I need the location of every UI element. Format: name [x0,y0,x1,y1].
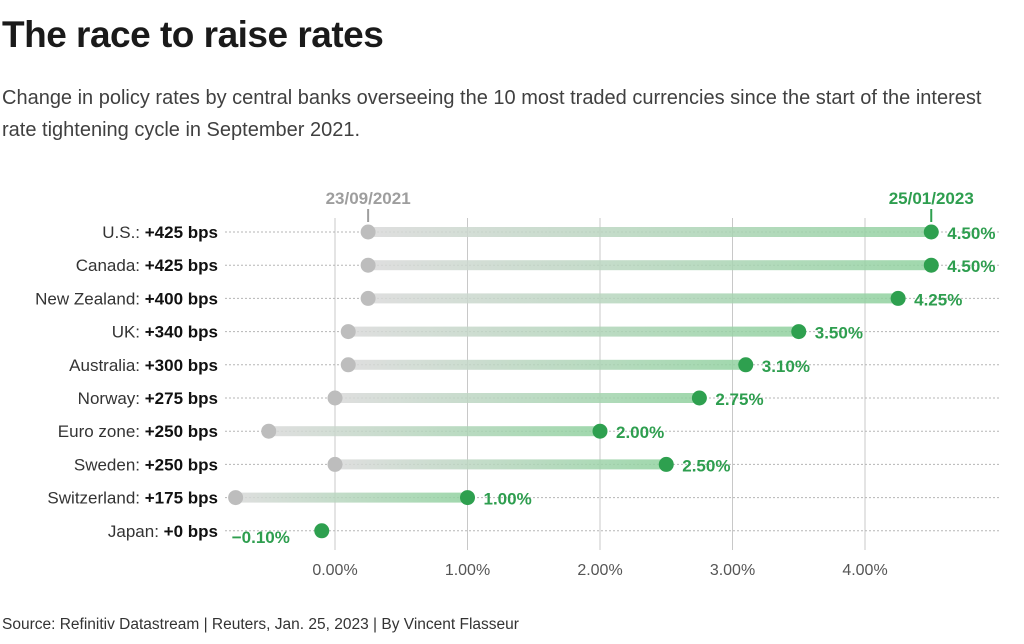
change-bar [335,393,700,403]
change-bar [335,459,667,470]
change-bar [368,260,932,271]
dumbbell-chart: 23/09/2021 25/01/2023 U.S.: +425 bps 4.50%… [35,189,1000,579]
chart-title: The race to raise rates [2,14,384,55]
start-dot [228,490,244,506]
end-dot [460,490,475,506]
row-label: Switzerland: +175 bps [47,489,218,508]
start-dot [360,224,376,240]
start-dot [261,423,277,439]
row-label: UK: +340 bps [112,323,218,342]
rate-change: +250 bps [145,422,218,441]
country-name: Sweden: [74,455,145,474]
start-dot [327,456,343,472]
rate-change: +175 bps [145,489,218,508]
row-label: U.S.: +425 bps [102,223,218,242]
change-bar [368,293,899,304]
dumbbell-row: Japan: +0 bps −0.10% [108,522,1000,547]
end-dot [658,456,674,472]
dumbbell-row: Norway: +275 bps 2.75% [78,389,1000,409]
end-dot [791,324,807,340]
country-name: Euro zone: [58,422,145,441]
row-label: Australia: +300 bps [69,356,218,375]
country-name: Switzerland: [47,489,144,508]
rate-change: +425 bps [145,256,218,275]
row-label: Euro zone: +250 bps [58,422,218,441]
end-value-label: 3.10% [762,357,810,376]
date-markers: 23/09/2021 25/01/2023 [326,189,974,222]
dumbbell-row: Canada: +425 bps 4.50% [76,256,1000,276]
end-dot [738,357,754,373]
change-bar [268,426,600,437]
row-label: New Zealand: +400 bps [35,289,218,308]
rate-change: +300 bps [145,356,218,375]
start-dot [327,390,343,406]
chart-subtitle: Change in policy rates by central banks … [2,87,982,141]
row-label: Canada: +425 bps [76,256,218,275]
end-value-label: −0.10% [232,528,290,547]
rate-change: +425 bps [145,223,218,242]
row-label: Norway: +275 bps [78,389,218,408]
end-dot [923,257,939,273]
start-dot [360,290,376,306]
end-value-label: 2.75% [715,390,763,409]
source-note: Source: Refinitiv Datastream | Reuters, … [2,616,519,633]
start-dot [340,357,356,373]
end-value-label: 1.00% [484,490,532,509]
rate-change: +250 bps [145,455,218,474]
end-dot [691,390,707,406]
x-tick-label: 3.00% [710,562,755,579]
country-name: U.S.: [102,223,145,242]
dumbbell-row: UK: +340 bps 3.50% [112,323,1000,343]
rows: U.S.: +425 bps 4.50% Canada: +425 bps 4.50%… [35,223,1000,547]
change-bar [348,359,746,370]
change-bar [348,326,799,337]
end-dot [592,423,608,439]
end-value-label: 3.50% [815,324,863,343]
start-dot [360,257,376,273]
row-label: Japan: +0 bps [108,522,218,541]
end-date-label: 25/01/2023 [889,189,974,208]
end-value-label: 4.25% [914,290,962,309]
country-name: Canada: [76,256,145,275]
dumbbell-row: New Zealand: +400 bps 4.25% [35,289,1000,309]
country-name: Australia: [69,356,145,375]
x-tick-label: 0.00% [312,562,357,579]
end-value-label: 2.00% [616,423,664,442]
change-bar [235,492,468,503]
dumbbell-row: U.S.: +425 bps 4.50% [102,223,1000,243]
change-bar [368,227,932,237]
end-value-label: 4.50% [947,257,995,276]
dumbbell-row: Switzerland: +175 bps 1.00% [47,489,1000,509]
rate-change: +275 bps [145,389,218,408]
dumbbell-row: Euro zone: +250 bps 2.00% [58,422,1000,442]
country-name: Japan: [108,522,164,541]
country-name: Norway: [78,389,145,408]
dumbbell-row: Sweden: +250 bps 2.50% [74,455,1000,475]
end-value-label: 4.50% [947,224,995,243]
country-name: New Zealand: [35,289,145,308]
rate-change: +400 bps [145,289,218,308]
country-name: UK: [112,323,145,342]
dumbbell-row: Australia: +300 bps 3.10% [69,356,1000,376]
x-tick-label: 2.00% [577,562,622,579]
start-date-label: 23/09/2021 [326,189,411,208]
rate-change: +340 bps [145,323,218,342]
row-label: Sweden: +250 bps [74,455,218,474]
start-dot [340,324,356,340]
end-dot [890,290,906,306]
x-tick-label: 4.00% [842,562,887,579]
rate-change: +0 bps [164,522,218,541]
x-tick-label: 1.00% [445,562,490,579]
x-axis: 0.00% 1.00% 2.00% 3.00% 4.00% [312,562,887,579]
end-value-label: 2.50% [682,456,730,475]
end-dot [314,523,330,539]
end-dot [923,224,939,240]
